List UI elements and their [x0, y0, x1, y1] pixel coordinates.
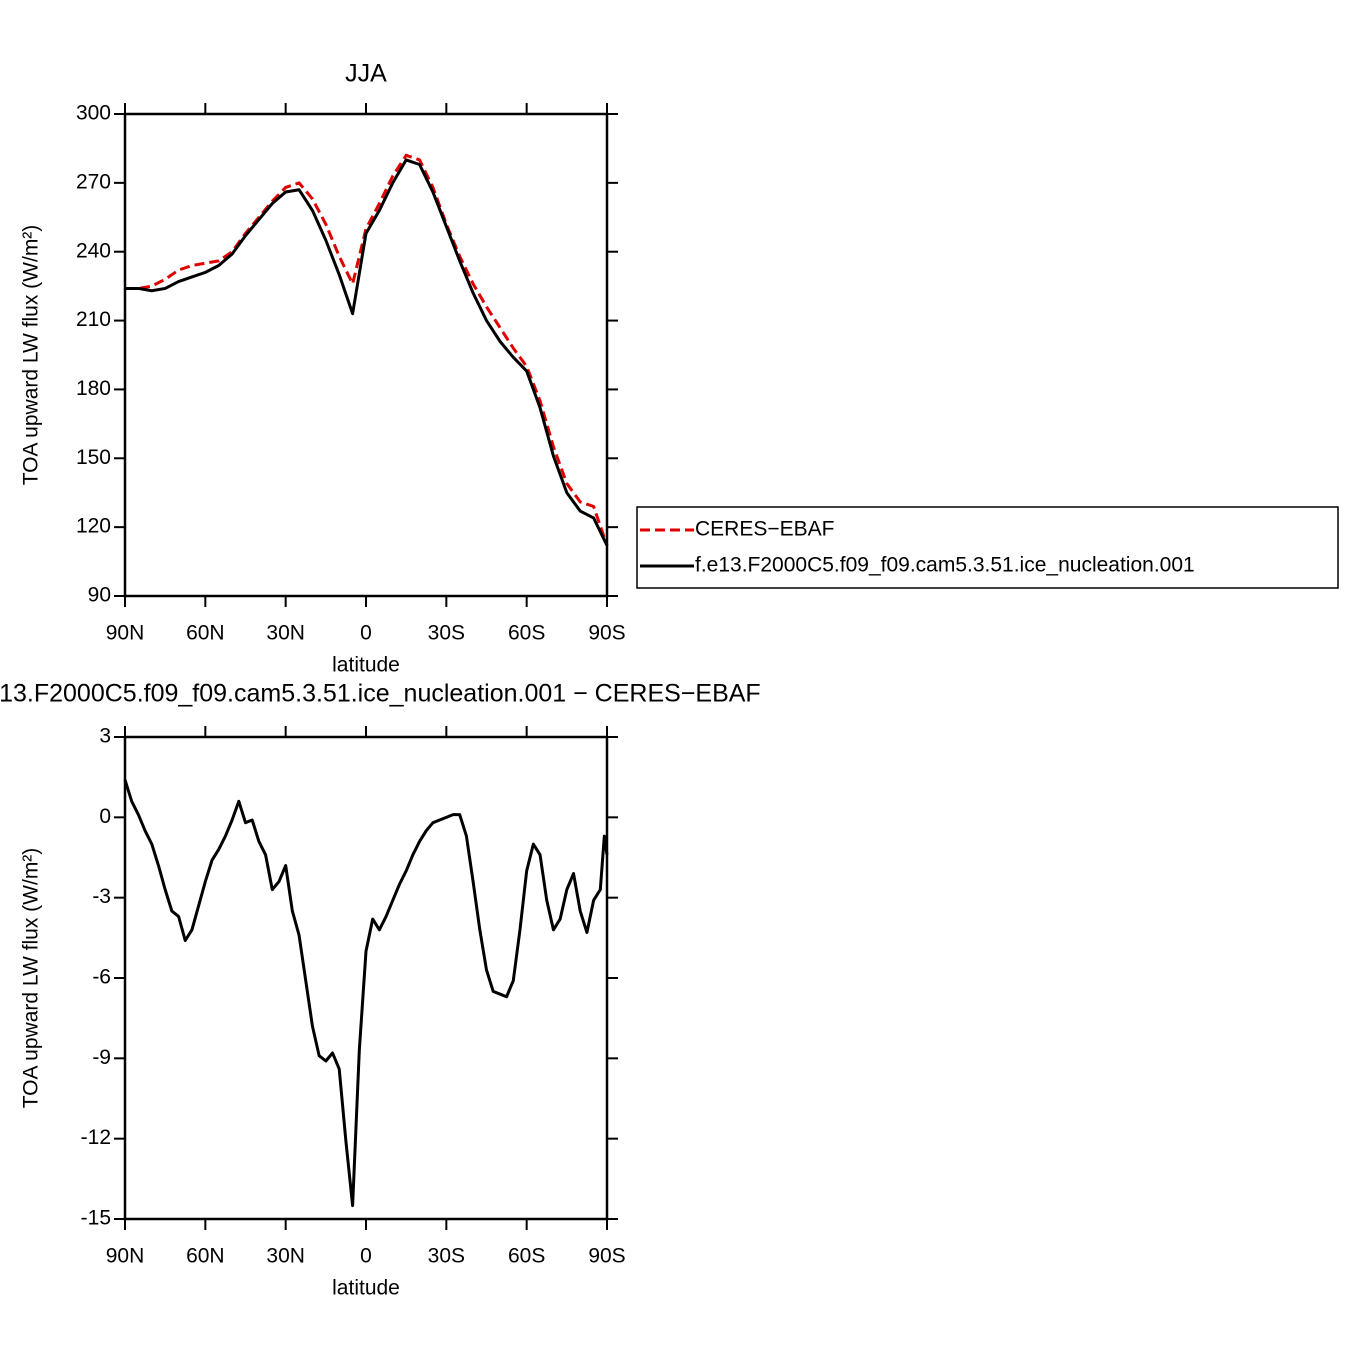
x-tick-label: 90N [106, 622, 145, 645]
y-tick-label: 240 [76, 239, 111, 262]
y-tick-label: 270 [76, 170, 111, 193]
y-tick-label: -6 [92, 966, 111, 989]
x-tick-label: 0 [360, 622, 372, 645]
x-tick-label: 60N [186, 1245, 225, 1268]
x-tick-label: 30S [428, 1245, 465, 1268]
x-tick-label: 60S [508, 622, 545, 645]
x-tick-label: 30N [266, 1245, 305, 1268]
y-tick-label: -9 [92, 1046, 111, 1069]
y-tick-label: 300 [76, 102, 111, 125]
x-tick-label: 90S [588, 622, 625, 645]
y-tick-label: 180 [76, 377, 111, 400]
x-tick-label: 30N [266, 622, 305, 645]
x-tick-label: 0 [360, 1245, 372, 1268]
legend-label: f.e13.F2000C5.f09_f09.cam5.3.51.ice_nucl… [695, 554, 1195, 577]
y-tick-label: 3 [99, 725, 111, 748]
data-line [125, 153, 609, 546]
legend-box [636, 506, 1339, 589]
data-line [125, 158, 609, 547]
y-tick-label: 150 [76, 446, 111, 469]
chart-title: f.e13.F2000C5.f09_f09.cam5.3.51.ice_nucl… [0, 680, 761, 708]
y-tick-label: 120 [76, 515, 111, 538]
y-tick-label: -15 [81, 1207, 111, 1230]
plot-frame [123, 112, 609, 598]
y-tick-label: -12 [81, 1126, 111, 1149]
x-tick-label: 30S [428, 622, 465, 645]
x-axis-label: latitude [332, 654, 400, 677]
x-tick-label: 60S [508, 1245, 545, 1268]
y-tick-label: -3 [92, 885, 111, 908]
y-tick-label: 90 [88, 584, 111, 607]
y-tick-label: 0 [99, 805, 111, 828]
y-axis-label: TOA upward LW flux (W/m²) [20, 848, 43, 1109]
y-tick-label: 210 [76, 308, 111, 331]
chart-title: JJA [345, 60, 387, 88]
x-tick-label: 90N [106, 1245, 145, 1268]
plot-frame [123, 735, 609, 1221]
x-tick-label: 60N [186, 622, 225, 645]
x-tick-label: 90S [588, 1245, 625, 1268]
y-axis-label: TOA upward LW flux (W/m²) [20, 225, 43, 486]
legend-label: CERES−EBAF [695, 518, 834, 541]
x-axis-label: latitude [332, 1277, 400, 1300]
data-line [123, 779, 609, 1208]
